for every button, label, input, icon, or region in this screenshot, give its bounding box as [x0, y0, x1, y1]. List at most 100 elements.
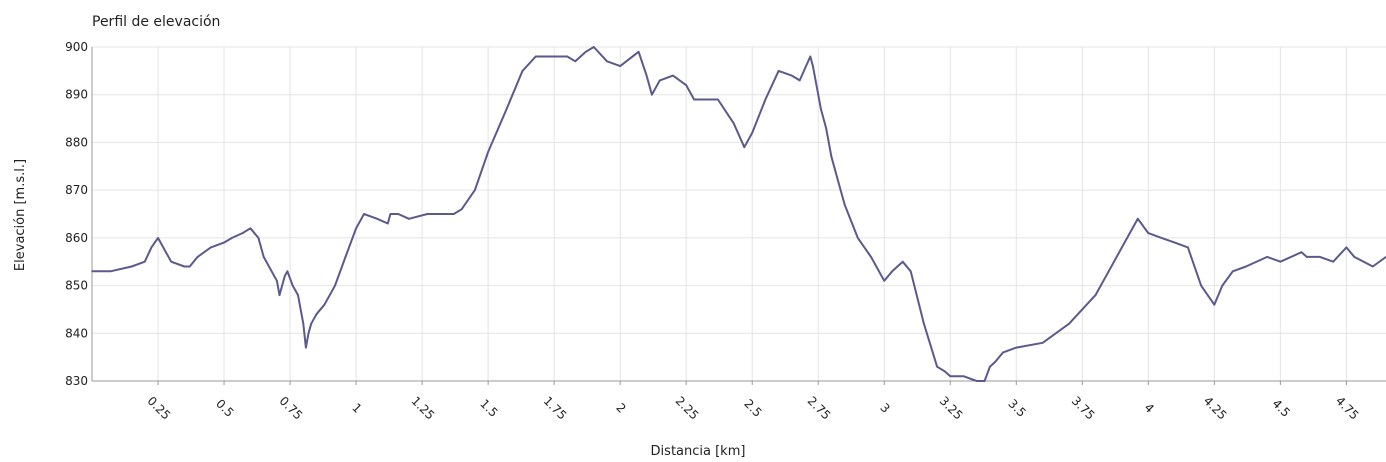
elevation-point — [144, 260, 146, 263]
y-tick-label: 880 — [65, 135, 88, 149]
elevation-point — [820, 108, 822, 110]
x-tick-label: 1 — [349, 401, 364, 416]
elevation-point — [426, 213, 429, 215]
elevation-point — [241, 232, 244, 234]
x-axis-title: Distancia [km] — [651, 444, 746, 459]
y-tick-label: 830 — [65, 374, 88, 388]
elevation-point — [109, 270, 112, 273]
elevation-point — [344, 256, 347, 258]
elevation-point — [983, 380, 986, 382]
elevation-point — [798, 79, 801, 82]
x-tick-label: 2 — [613, 401, 628, 416]
x-tick-label: 2.5 — [741, 396, 764, 419]
elevation-point — [286, 270, 289, 273]
elevation-point — [534, 55, 537, 58]
elevation-point — [1319, 256, 1321, 258]
elevation-point — [1221, 284, 1224, 287]
elevation-point — [1173, 241, 1176, 244]
elevation-point — [460, 208, 463, 211]
elevation-point — [732, 122, 735, 125]
elevation-point — [883, 280, 886, 282]
x-tick-label: 3.25 — [937, 394, 966, 423]
elevation-point — [1200, 284, 1202, 287]
elevation-point — [487, 151, 489, 153]
x-tick-label: 0.5 — [213, 396, 236, 419]
elevation-point — [936, 365, 938, 368]
y-tick-label: 870 — [65, 183, 88, 197]
elevation-point — [262, 256, 265, 258]
elevation-point — [276, 280, 278, 282]
elevation-point — [830, 155, 833, 158]
elevation-point — [706, 98, 709, 101]
elevation-point — [302, 322, 305, 325]
elevation-point — [843, 203, 846, 206]
elevation-point — [150, 246, 153, 249]
elevation-point — [188, 265, 191, 268]
elevation-point — [323, 303, 326, 306]
elevation-point — [901, 260, 904, 263]
elevation-point — [743, 146, 746, 148]
elevation-point — [672, 74, 674, 77]
elevation-point — [196, 256, 199, 258]
elevation-point — [1332, 260, 1334, 263]
elevation-point — [812, 65, 814, 67]
elevation-point — [994, 361, 996, 363]
elevation-point — [975, 380, 978, 382]
elevation-point — [505, 108, 508, 110]
grid-lines — [92, 46, 1386, 382]
y-tick-label: 900 — [65, 40, 88, 54]
elevation-point — [1002, 351, 1004, 354]
elevation-point — [791, 74, 793, 77]
elevation-point — [619, 65, 621, 67]
elevation-point — [310, 322, 312, 325]
elevation-point — [949, 375, 952, 378]
elevation-point — [1345, 246, 1348, 249]
elevation-point — [257, 237, 260, 239]
elevation-point — [685, 84, 687, 86]
elevation-point — [183, 265, 186, 268]
elevation-point — [1121, 246, 1123, 249]
y-axis-tick-labels: 830 840 850 860 870 880 890 900 — [65, 40, 88, 388]
series-layer — [91, 46, 1386, 382]
elevation-point — [1147, 232, 1150, 234]
x-tick-label: 4.5 — [1269, 396, 1292, 419]
elevation-point — [989, 365, 991, 368]
elevation-point — [1232, 270, 1234, 273]
elevation-point — [1015, 346, 1018, 349]
x-tick-label: 0.25 — [144, 394, 173, 423]
x-axis-tick-labels: 0.25 0.5 0.75 1 1.25 1.5 1.75 2 2.25 2.5 2.75 3 3.25… — [144, 394, 1361, 423]
elevation-point — [170, 260, 173, 263]
elevation-point — [278, 294, 281, 296]
elevation-point — [1300, 251, 1303, 253]
elevation-point — [165, 251, 167, 253]
elevation-point — [809, 55, 812, 58]
elevation-point — [355, 227, 357, 230]
elevation-point — [1266, 256, 1268, 258]
elevation-point — [386, 222, 389, 225]
elevation-point — [363, 213, 365, 215]
x-tick-label: 4.25 — [1201, 394, 1230, 423]
elevation-point — [777, 70, 780, 72]
elevation-point — [962, 375, 965, 378]
elevation-point — [334, 284, 336, 287]
elevation-point — [1107, 270, 1110, 273]
y-tick-label: 850 — [65, 279, 88, 293]
x-tick-label: 3 — [877, 401, 892, 416]
elevation-point — [585, 50, 587, 53]
elevation-point — [1279, 260, 1282, 263]
x-tick-label: 4.75 — [1333, 394, 1362, 423]
elevation-point — [474, 189, 476, 191]
elevation-point — [210, 246, 212, 249]
x-tick-label: 2.75 — [805, 394, 834, 423]
elevation-point — [1160, 237, 1163, 239]
elevation-point — [297, 294, 299, 296]
x-tick-label: 3.75 — [1069, 394, 1098, 423]
elevation-point — [825, 127, 827, 129]
elevation-point — [408, 217, 410, 220]
elevation-point — [1213, 303, 1216, 306]
x-tick-label: 2.25 — [673, 394, 702, 423]
x-tick-label: 3.5 — [1005, 396, 1028, 419]
elevation-point — [291, 284, 294, 287]
elevation-point — [307, 332, 310, 335]
elevation-point — [283, 275, 286, 277]
